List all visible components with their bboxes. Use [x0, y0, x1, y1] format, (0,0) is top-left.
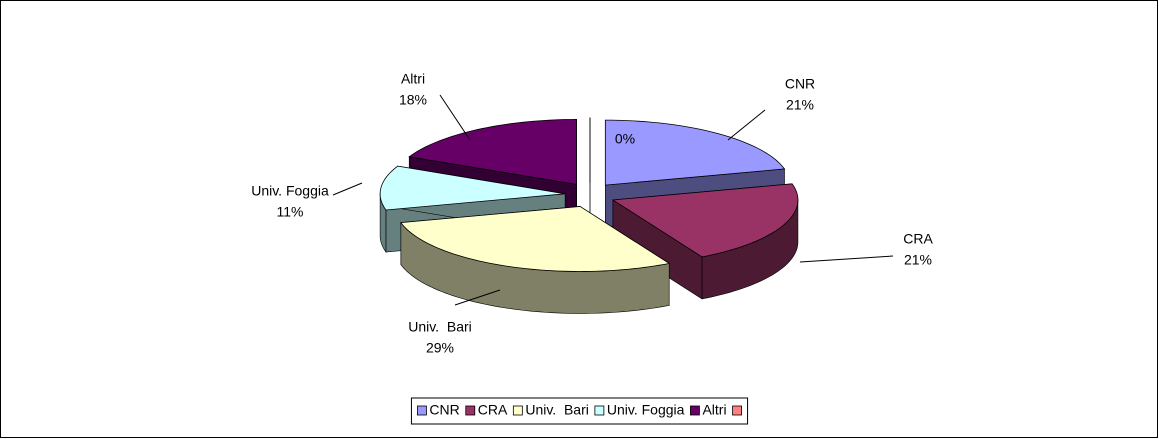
slice [379, 165, 566, 211]
leader-line [799, 255, 894, 263]
data-label-value: 29% [426, 340, 454, 356]
data-label-name: Altri [401, 71, 425, 87]
legend-label: Univ. Foggia [607, 402, 685, 418]
data-label-value: 0% [615, 131, 635, 147]
slice [408, 119, 578, 185]
legend-label: Altri [702, 402, 726, 418]
data-label-name: Univ. Foggia [251, 183, 329, 199]
data-label-value: 11% [277, 204, 304, 220]
data-label-name: Univ. Bari [408, 319, 472, 335]
data-label-value: 21% [904, 252, 932, 268]
slice [604, 119, 786, 186]
leader-line [439, 94, 471, 141]
data-label-name: CRA [903, 231, 933, 247]
legend-label: CRA [478, 402, 508, 418]
legend-swatch [417, 405, 427, 416]
legend-label: Univ. Bari [525, 402, 589, 418]
data-label-name: CNR [785, 76, 815, 92]
slice [611, 183, 799, 258]
legend-swatch [690, 405, 700, 416]
data-label-value: 18% [399, 92, 427, 108]
leader-line [727, 109, 766, 141]
legend-label: CNR [429, 402, 459, 418]
slice [400, 206, 671, 272]
legend-swatch [465, 405, 476, 416]
data-label-value: 21% [786, 97, 814, 113]
legend: CNR CRA Univ. Bari Univ. Foggia Altri [410, 397, 749, 425]
legend-swatch [512, 405, 523, 416]
leader-line [454, 289, 501, 306]
leader-line [332, 182, 363, 196]
legend-swatch [594, 405, 605, 416]
legend-swatch [732, 405, 742, 416]
